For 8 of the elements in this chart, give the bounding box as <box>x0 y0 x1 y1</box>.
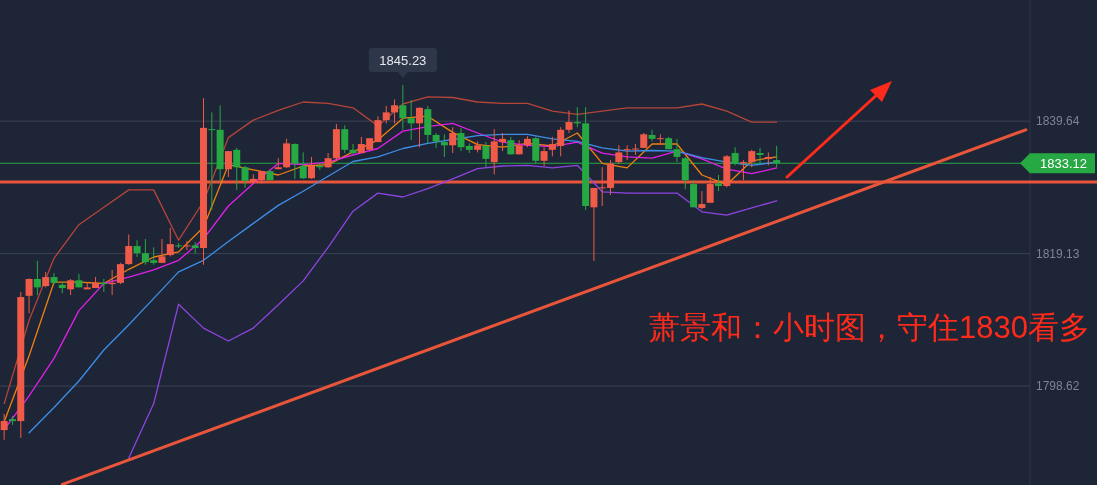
annotation: 萧景和：小时图，守住1830看多 <box>649 309 1090 345</box>
tick-label: 1839.64 <box>1036 114 1080 129</box>
tick-label: 1798.62 <box>1036 379 1080 394</box>
tick-label: 1819.13 <box>1036 246 1080 261</box>
annotation: 1845.23 <box>368 48 437 79</box>
ref-line-label: 1833.12 <box>1040 155 1087 171</box>
annotation: 1845.23 <box>379 52 427 68</box>
price-tag: 1833.12 <box>1020 153 1095 174</box>
